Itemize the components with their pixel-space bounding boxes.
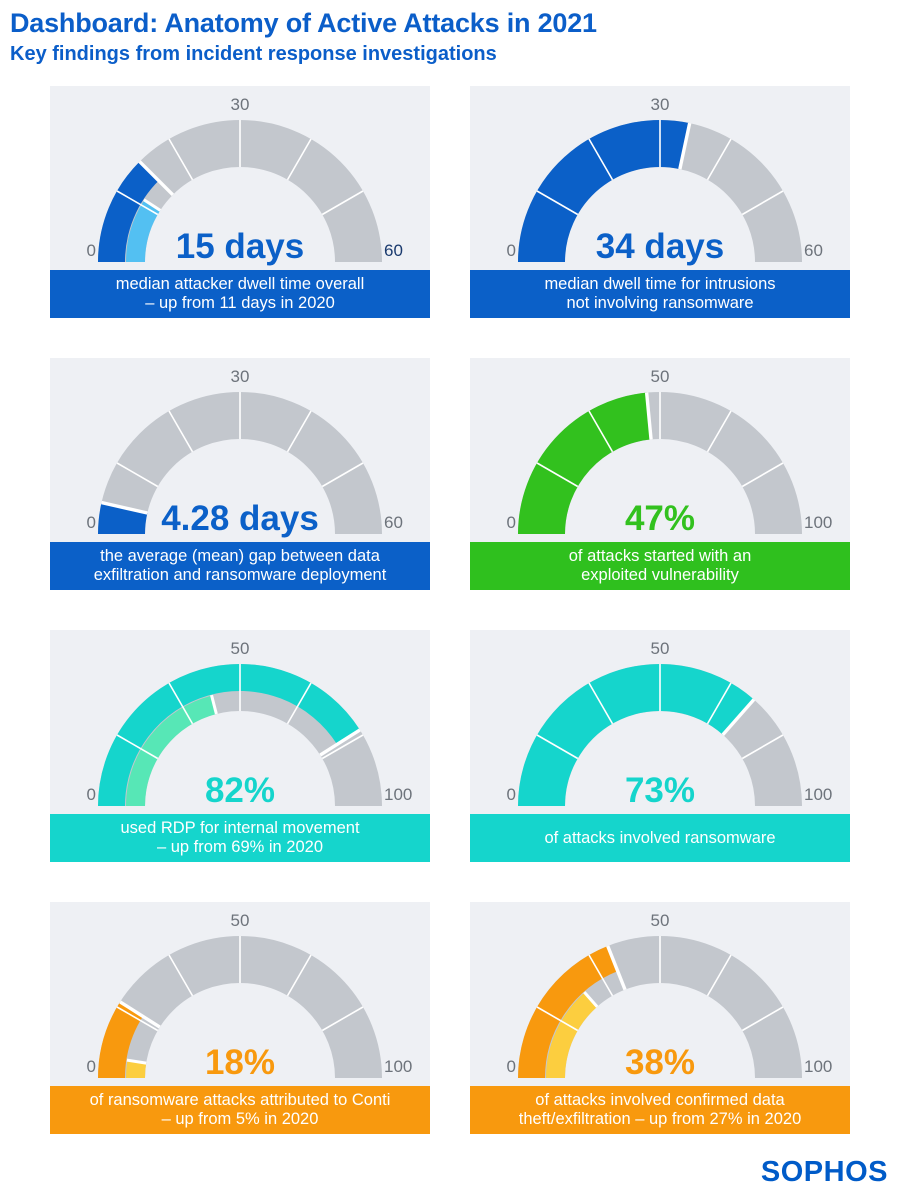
gauge-caption-line1: of attacks involved ransomware <box>544 828 776 847</box>
gauge-arcs <box>98 936 382 1079</box>
gauge-mid-label: 30 <box>651 95 670 114</box>
gauge-caption: used RDP for internal movement – up from… <box>50 814 430 863</box>
gauge-value-label: 73% <box>625 771 695 810</box>
gauge-value-label: 38% <box>625 1043 695 1082</box>
gauge-card-dwell-non-ransomware: 0 30 60 34 days median dwell time for in… <box>470 86 850 319</box>
gauge-min-label: 0 <box>507 1057 516 1076</box>
gauge-caption-line1: of attacks started with an <box>568 547 752 566</box>
gauge-mid-label: 50 <box>651 639 670 658</box>
gauge-min-label: 0 <box>87 241 96 260</box>
gauge-mid-label: 30 <box>231 95 250 114</box>
gauge-caption-line2: – up from 11 days in 2020 <box>145 294 335 313</box>
gauge-caption-line2: theft/exfiltration – up from 27% in 2020 <box>518 1110 802 1129</box>
gauge-arcs <box>518 936 802 1079</box>
gauge-caption: of attacks involved ransomware <box>470 814 850 863</box>
gauge-card-conti-attribution: 0 50 100 18% of ransomware attacks attri… <box>50 902 430 1135</box>
gauge-caption-line2: exfiltration and ransomware deployment <box>93 566 387 585</box>
gauge-chart: 0 50 100 18% <box>87 911 413 1082</box>
gauge-mid-label: 50 <box>231 639 250 658</box>
gauge-caption: of attacks started with an exploited vul… <box>470 542 850 591</box>
gauge-chart: 0 50 100 73% <box>507 639 833 810</box>
gauge-max-label: 100 <box>804 513 832 532</box>
gauge-arcs <box>518 664 802 807</box>
gauge-mid-label: 50 <box>651 367 670 386</box>
page-subtitle: Key findings from incident response inve… <box>10 43 497 66</box>
gauge-max-label: 100 <box>384 785 412 804</box>
gauge-caption: of ransomware attacks attributed to Cont… <box>50 1086 430 1135</box>
gauge-mid-label: 30 <box>231 367 250 386</box>
gauge-min-label: 0 <box>87 513 96 532</box>
gauge-chart: 0 50 100 47% <box>507 367 833 538</box>
gauge-caption-line2: – up from 69% in 2020 <box>156 838 324 857</box>
gauge-card-exploited-vulnerability: 0 50 100 47% of attacks started with an … <box>470 358 850 591</box>
gauge-mid-label: 50 <box>231 911 250 930</box>
gauge-min-label: 0 <box>507 785 516 804</box>
gauge-max-label: 100 <box>384 1057 412 1076</box>
gauge-arcs <box>98 392 382 535</box>
gauge-arcs <box>98 664 382 807</box>
gauge-caption-line2: exploited vulnerability <box>581 566 739 585</box>
gauge-card-involved-ransomware: 0 50 100 73% of attacks involved ransomw… <box>470 630 850 863</box>
gauge-caption-line1: median dwell time for intrusions <box>544 275 776 294</box>
gauge-card-exfiltration-gap: 0 30 60 4.28 days the average (mean) gap… <box>50 358 430 591</box>
gauge-arcs <box>98 120 382 263</box>
gauge-arcs <box>518 120 802 263</box>
gauge-min-label: 0 <box>87 1057 96 1076</box>
gauge-max-label: 100 <box>804 1057 832 1076</box>
gauge-max-label: 100 <box>804 785 832 804</box>
gauge-caption-line1: used RDP for internal movement <box>120 819 360 838</box>
gauge-value-label: 4.28 days <box>161 499 319 538</box>
page-header: Dashboard: Anatomy of Active Attacks in … <box>0 0 900 66</box>
gauge-caption: median attacker dwell time overall – up … <box>50 270 430 319</box>
gauge-grid: 0 30 60 15 days median attacker dwell ti… <box>0 86 900 1135</box>
gauge-value-label: 18% <box>205 1043 275 1082</box>
gauge-min-label: 0 <box>507 241 516 260</box>
gauge-caption-line1: of attacks involved confirmed data <box>535 1091 785 1110</box>
gauge-value-label: 82% <box>205 771 275 810</box>
gauge-caption: the average (mean) gap between data exfi… <box>50 542 430 591</box>
gauge-card-data-theft-exfiltration: 0 50 100 38% of attacks involved confirm… <box>470 902 850 1135</box>
gauge-caption: median dwell time for intrusions not inv… <box>470 270 850 319</box>
gauge-min-label: 0 <box>507 513 516 532</box>
gauge-card-median-dwell-overall: 0 30 60 15 days median attacker dwell ti… <box>50 86 430 319</box>
gauge-max-label: 60 <box>384 513 403 532</box>
gauge-value-label: 15 days <box>176 227 304 266</box>
sophos-logo: SOPHOS <box>760 1156 888 1189</box>
gauge-caption-line2: – up from 5% in 2020 <box>161 1110 319 1129</box>
gauge-max-label: 60 <box>804 241 823 260</box>
gauge-min-label: 0 <box>87 785 96 804</box>
gauge-chart: 0 50 100 82% <box>87 639 413 810</box>
gauge-caption-line1: of ransomware attacks attributed to Cont… <box>89 1091 391 1110</box>
gauge-card-rdp-internal-movement: 0 50 100 82% used RDP for internal movem… <box>50 630 430 863</box>
gauge-caption: of attacks involved confirmed data theft… <box>470 1086 850 1135</box>
gauge-chart: 0 30 60 34 days <box>507 95 823 266</box>
gauge-chart: 0 30 60 15 days <box>87 95 403 266</box>
page-footer: SOPHOS <box>0 1134 900 1189</box>
gauge-chart: 0 30 60 4.28 days <box>87 367 403 538</box>
gauge-caption-line1: the average (mean) gap between data <box>100 547 380 566</box>
gauge-value-label: 47% <box>625 499 695 538</box>
gauge-caption-line1: median attacker dwell time overall <box>115 275 365 294</box>
gauge-chart: 0 50 100 38% <box>507 911 833 1082</box>
page-title: Dashboard: Anatomy of Active Attacks in … <box>10 8 597 38</box>
gauge-caption-line2: not involving ransomware <box>566 294 754 313</box>
gauge-arcs <box>518 392 802 535</box>
gauge-mid-label: 50 <box>651 911 670 930</box>
gauge-value-label: 34 days <box>596 227 724 266</box>
gauge-max-label: 60 <box>384 241 403 260</box>
